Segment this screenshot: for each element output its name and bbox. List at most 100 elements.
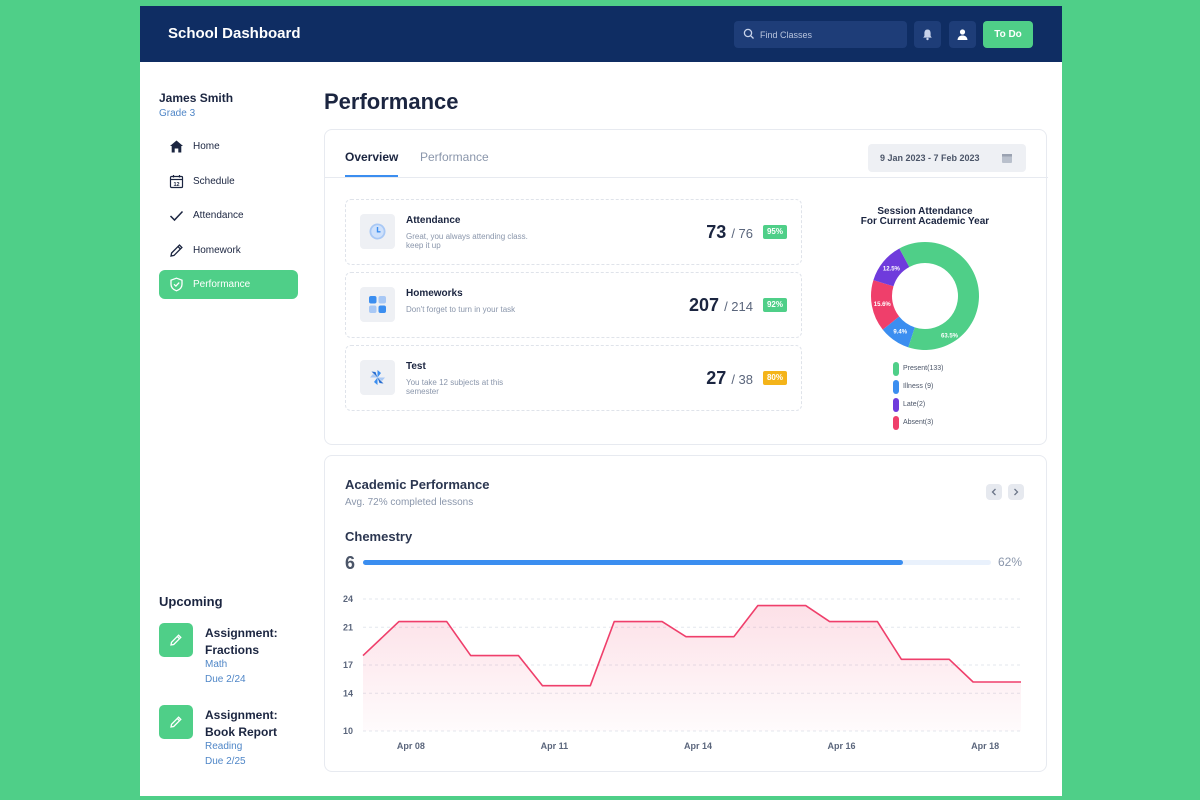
- assignment-title: Assignment: Book Report: [205, 708, 278, 739]
- donut-slice: [899, 242, 979, 350]
- attendance-chart-title-line: For Current Academic Year: [860, 216, 990, 227]
- sidebar-item-label: Performance: [193, 279, 251, 290]
- stat-icon-box: [360, 287, 395, 322]
- y-tick-label: 10: [343, 726, 353, 736]
- assignment-due: Due 2/25: [205, 756, 246, 767]
- user-icon: [957, 29, 968, 40]
- legend-label: Absent(3): [903, 419, 934, 426]
- x-tick-label: Apr 14: [684, 741, 712, 751]
- assignment-icon-box: [159, 623, 193, 657]
- donut-slice-label: 15.6%: [874, 302, 892, 308]
- x-tick-label: Apr 18: [971, 741, 999, 751]
- overview-card: Overview Performance 9 Jan 2023 - 7 Feb …: [324, 129, 1048, 445]
- donut-slice-label: 63.5%: [941, 334, 959, 340]
- pencil-icon: [170, 716, 182, 728]
- prev-button[interactable]: [986, 484, 1002, 500]
- attendance-donut-chart: 9.4% 15.6% 12.5% 63.5%: [871, 242, 979, 350]
- stat-homeworks: Homeworks Don't forget to turn in your t…: [345, 272, 802, 338]
- stat-icon-box: [360, 214, 395, 249]
- search-input[interactable]: [760, 26, 900, 43]
- grid-icon: [369, 296, 386, 313]
- x-tick-label: Apr 11: [541, 741, 569, 751]
- stat-attendance: Attendance Great, you always attending c…: [345, 199, 802, 265]
- pencil-icon: [170, 634, 182, 646]
- tab-performance[interactable]: Performance: [420, 150, 489, 164]
- pencil-icon: [170, 244, 183, 257]
- legend-swatch: [893, 362, 899, 376]
- stat-title: Test: [406, 361, 426, 372]
- x-tick-label: Apr 16: [828, 741, 856, 751]
- date-range-label: 9 Jan 2023 - 7 Feb 2023: [880, 153, 980, 163]
- search-icon: [743, 28, 754, 39]
- series-line: [362, 604, 1021, 687]
- sidebar-item-homework[interactable]: Homework: [159, 236, 298, 265]
- shield-icon: [170, 277, 183, 292]
- stat-description: You take 12 subjects at this semester: [406, 378, 504, 396]
- user-name: James Smith: [159, 91, 234, 105]
- notifications-button[interactable]: [914, 21, 941, 48]
- sidebar-item-schedule[interactable]: 12 Schedule: [159, 167, 298, 196]
- stat-number: 207: [689, 295, 720, 315]
- sidebar-item-label: Attendance: [193, 210, 244, 221]
- legend-label: Present(133): [903, 365, 944, 372]
- progress-bar-fill: [363, 560, 904, 565]
- top-bar: School Dashboard To Do: [140, 6, 1062, 62]
- tab-divider: [325, 177, 1048, 178]
- sidebar-item-home[interactable]: Home: [159, 132, 298, 161]
- stat-total: / 38: [731, 372, 753, 387]
- user-grade: Grade 3: [159, 108, 196, 119]
- legend-label: Late(2): [903, 401, 926, 408]
- y-tick-label: 14: [343, 688, 353, 698]
- assignment-icon-box: [159, 705, 193, 739]
- legend-label: Illness (9): [903, 383, 934, 390]
- stat-value: 27 / 38: [706, 368, 753, 389]
- bell-icon: [923, 29, 932, 41]
- attendance-chart-title-line: Session Attendance: [877, 206, 973, 217]
- home-icon: [170, 140, 183, 153]
- progress-percent: 62%: [998, 555, 1023, 569]
- legend-swatch: [893, 380, 899, 394]
- tab-active-indicator: [345, 175, 398, 177]
- sidebar-item-attendance[interactable]: Attendance: [159, 201, 298, 230]
- y-tick-label: 24: [343, 594, 353, 604]
- academic-performance-card: Academic Performance Avg. 72% completed …: [324, 455, 1047, 772]
- assignment-title: Assignment: Fractions: [205, 626, 278, 657]
- tab-overview[interactable]: Overview: [345, 150, 399, 164]
- sidebar-item-label: Home: [193, 141, 220, 152]
- stat-value: 207 / 214: [689, 295, 753, 316]
- stat-value: 73 / 76: [706, 222, 753, 243]
- app-title: School Dashboard: [168, 25, 301, 42]
- upcoming-assignment[interactable]: Assignment: Book Report Reading Due 2/25: [159, 705, 289, 775]
- performance-line-chart: 10 14 17 21 24 Apr 08 Apr 11 Apr 14 Apr 16 Apr 18: [343, 594, 1021, 751]
- calendar-icon: [1002, 154, 1012, 163]
- stat-badge: 92%: [762, 298, 787, 312]
- sidebar-item-performance[interactable]: Performance: [159, 270, 298, 299]
- page-title: Performance: [324, 89, 459, 114]
- donut-slice-label: 9.4%: [893, 330, 907, 336]
- sidebar-item-label: Homework: [193, 245, 241, 256]
- stat-test: Test You take 12 subjects at this semest…: [345, 345, 802, 411]
- next-button[interactable]: [1008, 484, 1024, 500]
- app-window: School Dashboard To Do James Smith Grade…: [140, 6, 1062, 796]
- stat-badge: 80%: [762, 371, 787, 385]
- stat-description: Don't forget to turn in your task: [406, 305, 516, 314]
- progress-bar: [363, 560, 991, 565]
- stat-description: Great, you always attending class. keep …: [406, 232, 528, 250]
- stat-total: / 214: [724, 299, 753, 314]
- check-icon: [169, 210, 184, 222]
- upcoming-assignment[interactable]: Assignment: Fractions Math Due 2/24: [159, 623, 289, 693]
- stat-number: 27: [706, 368, 727, 388]
- clock-icon: [369, 223, 386, 240]
- todo-button[interactable]: To Do: [983, 21, 1033, 48]
- academic-subtitle: Avg. 72% completed lessons: [345, 497, 474, 508]
- profile-button[interactable]: [949, 21, 976, 48]
- date-range-picker[interactable]: 9 Jan 2023 - 7 Feb 2023: [868, 144, 1026, 172]
- subject-name: Chemestry: [345, 529, 413, 544]
- search-box[interactable]: [734, 21, 907, 48]
- calendar-icon: 12: [169, 175, 184, 189]
- legend-swatch: [893, 416, 899, 430]
- assignment-due: Due 2/24: [205, 674, 246, 685]
- y-tick-label: 17: [343, 660, 353, 670]
- pinwheel-icon: [370, 370, 385, 385]
- stat-title: Homeworks: [406, 288, 463, 299]
